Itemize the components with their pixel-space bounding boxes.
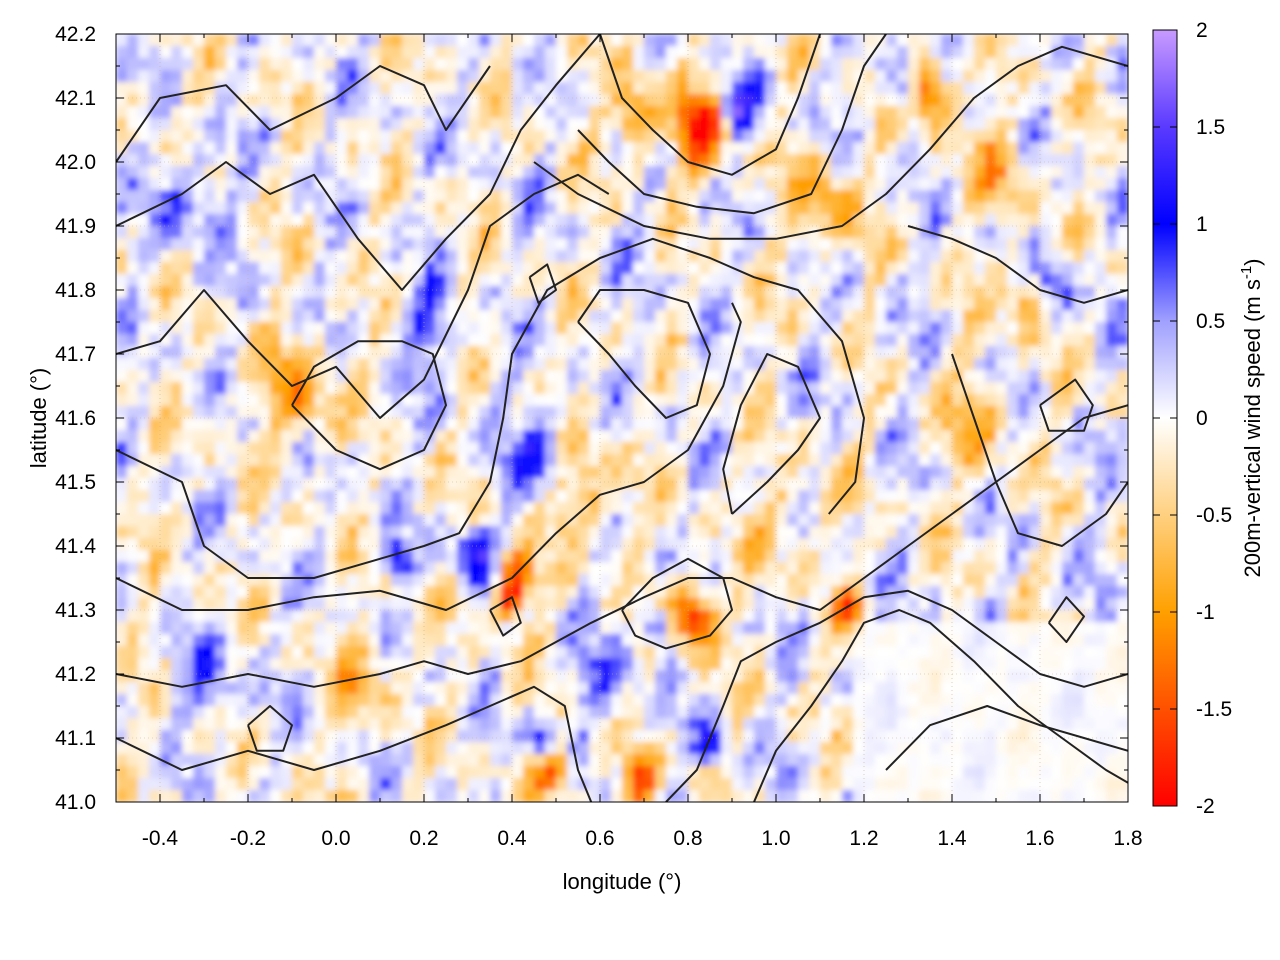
contour-line (885, 705, 1128, 771)
x-tick-label: 0.6 (585, 827, 614, 850)
y-tick-label: 41.8 (55, 279, 96, 302)
contour-line (528, 263, 557, 304)
y-tick-label: 41.3 (55, 599, 96, 622)
x-tick-label: 1.0 (761, 827, 790, 850)
contour-line (247, 705, 293, 752)
y-tick-label: 42.2 (55, 23, 96, 46)
x-axis-title: longitude (°) (563, 869, 682, 894)
grid-lines (116, 34, 1128, 802)
y-tick-label: 41.7 (55, 343, 96, 366)
x-tick-label: 0.0 (321, 827, 350, 850)
contour-line (116, 404, 1128, 688)
y-tick-label: 41.4 (55, 535, 96, 558)
y-tick-label: 41.9 (55, 215, 96, 238)
contour-line (753, 609, 1128, 802)
colorbar-tick-label: -1 (1196, 601, 1215, 624)
colorbar-tick-label: 2 (1196, 19, 1208, 42)
x-tick-label: 1.4 (937, 827, 967, 850)
contour-line (489, 596, 522, 637)
y-tick-label: 41.0 (55, 791, 96, 814)
x-tick-labels: -0.4 -0.2 0.0 0.2 0.4 0.6 0.8 1.0 1.2 1.4 1.6 1.8 (142, 827, 1143, 850)
colorbar-ticks (1153, 29, 1177, 807)
y-tick-label: 42.0 (55, 151, 96, 174)
y-axis-title: latitude (°) (26, 368, 51, 469)
x-tick-label: 0.8 (673, 827, 702, 850)
y-tick-label: 41.6 (55, 407, 96, 430)
y-tick-labels: 41.0 41.1 41.2 41.3 41.4 41.5 41.6 41.7 41.8 41.9… (55, 23, 96, 814)
colorbar-tick-label: 1.5 (1196, 116, 1225, 139)
colorbar-tick-label: -2 (1196, 795, 1215, 818)
axis-ticks (115, 33, 1129, 803)
x-tick-label: 1.6 (1025, 827, 1054, 850)
contour-line (1039, 378, 1094, 432)
x-tick-label: -0.4 (142, 827, 179, 850)
colorbar-tick-label: 1 (1196, 213, 1208, 236)
contour-line (116, 302, 742, 611)
x-tick-label: 1.8 (1113, 827, 1142, 850)
y-tick-label: 41.1 (55, 727, 96, 750)
heatmap-field (116, 34, 1128, 802)
colorbar-tick-label: 0.5 (1196, 310, 1225, 333)
contour-line (665, 589, 1128, 802)
contour-line (116, 34, 601, 291)
colorbar-title: 200m-vertical wind speed (m s-1) (1238, 258, 1265, 577)
x-tick-label: -0.2 (230, 827, 266, 850)
x-tick-label: 0.4 (497, 827, 527, 850)
x-tick-label: 1.2 (849, 827, 878, 850)
contour-line (907, 225, 1128, 304)
contour-line (621, 557, 733, 650)
colorbar-tick-labels: 2 1.5 1 0.5 0 -0.5 -1 -1.5 -2 (1196, 19, 1232, 818)
contour-line (577, 34, 887, 215)
contour-line (722, 353, 821, 515)
contour-line (599, 34, 821, 176)
colorbar-tick-label: 0 (1196, 407, 1208, 430)
colorbar-tick-label: -0.5 (1196, 504, 1232, 527)
contour-line (116, 65, 491, 163)
contour-line (951, 353, 1128, 547)
contour-line (1047, 596, 1085, 643)
colorbar-tick-label: -1.5 (1196, 698, 1232, 721)
y-tick-label: 42.1 (55, 87, 96, 110)
y-tick-label: 41.2 (55, 663, 96, 686)
contour-line (116, 173, 610, 419)
contour-line (291, 340, 447, 471)
contour-lines (116, 34, 1128, 802)
y-tick-label: 41.5 (55, 471, 96, 494)
x-tick-label: 0.2 (409, 827, 438, 850)
contour-line (116, 237, 865, 579)
contour-line (533, 45, 1128, 240)
contour-line (116, 685, 593, 802)
contour-line (577, 289, 711, 419)
